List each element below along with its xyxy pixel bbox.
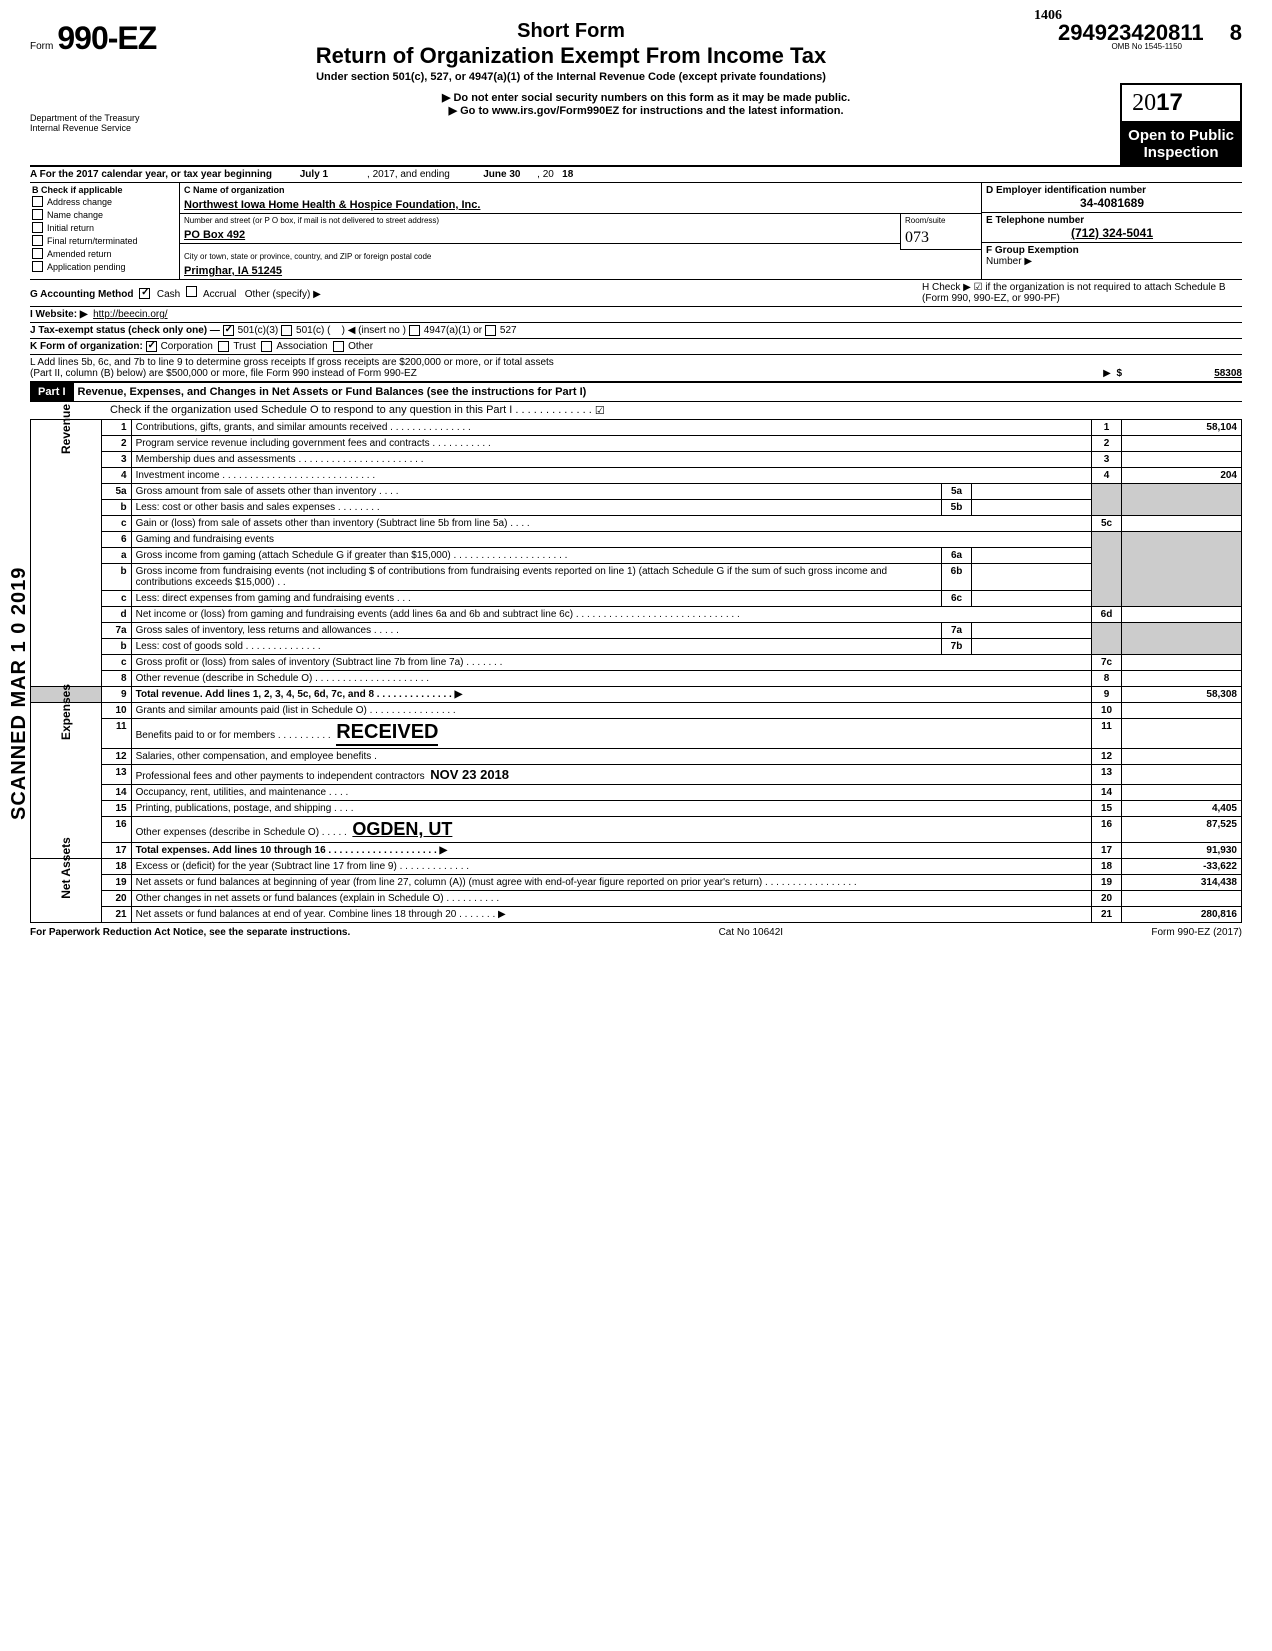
short-form-title: Short Form	[180, 20, 962, 43]
checkbox-accrual[interactable]	[186, 286, 197, 297]
section-d-label: D Employer identification number	[986, 185, 1146, 196]
checkbox-501c[interactable]	[281, 325, 292, 336]
checkbox-address-change[interactable]	[32, 196, 43, 207]
room-handwritten: 073	[901, 227, 981, 250]
line-18-value: -33,622	[1122, 859, 1242, 875]
received-stamp: RECEIVED	[336, 721, 438, 746]
ein: 34-4081689	[986, 196, 1238, 210]
section-b-label: B Check if applicable	[32, 185, 123, 195]
section-l-line2: (Part II, column (B) below) are $500,000…	[30, 368, 1103, 379]
phone: (712) 324-5041	[986, 226, 1238, 240]
checkbox-final-return[interactable]	[32, 235, 43, 246]
section-c-label: C Name of organization	[184, 185, 285, 195]
instructions-url: ▶ Go to www.irs.gov/Form990EZ for instru…	[180, 104, 1112, 117]
line-9-value: 58,308	[1122, 687, 1242, 703]
schedule-o-check-text: Check if the organization used Schedule …	[110, 404, 592, 417]
arrow-icon: ▶	[1103, 368, 1111, 379]
cat-no: Cat No 10642I	[719, 927, 784, 938]
checkbox-4947[interactable]	[409, 325, 420, 336]
line-1-value: 58,104	[1122, 420, 1242, 436]
section-j-label: J Tax-exempt status (check only one) —	[30, 325, 220, 336]
ssn-warning: ▶ Do not enter social security numbers o…	[180, 91, 1112, 104]
scanned-stamp: SCANNED MAR 1 0 2019	[8, 567, 31, 820]
po-box: PO Box 492	[184, 229, 245, 241]
dln-suffix: 8	[1230, 20, 1242, 45]
room-label: Room/suite	[901, 214, 981, 227]
paperwork-notice: For Paperwork Reduction Act Notice, see …	[30, 927, 350, 938]
city-state-zip: Primghar, IA 51245	[184, 265, 282, 277]
checkbox-501c3[interactable]	[223, 325, 234, 336]
line-15-value: 4,405	[1122, 801, 1242, 817]
section-k-label: K Form of organization:	[30, 341, 143, 352]
form-ref: Form 990-EZ (2017)	[1151, 927, 1242, 938]
schedule-o-checked[interactable]: ☑	[595, 404, 605, 417]
handwritten-note: 1406	[1034, 8, 1062, 24]
section-e-label: E Telephone number	[986, 215, 1084, 226]
received-date: NOV 23 2018	[430, 767, 509, 782]
line-19-value: 314,438	[1122, 875, 1242, 891]
website: http://beecin.org/	[93, 309, 168, 320]
main-title: Return of Organization Exempt From Incom…	[180, 43, 962, 69]
row-a-tax-year: A For the 2017 calendar year, or tax yea…	[30, 167, 1242, 183]
form-header: Form 990-EZ Short Form Return of Organiz…	[30, 20, 1242, 83]
part-1-table: Revenue 1 Contributions, gifts, grants, …	[30, 419, 1242, 923]
page-footer: For Paperwork Reduction Act Notice, see …	[30, 923, 1242, 938]
checkbox-cash[interactable]	[139, 288, 150, 299]
part-1-title: Revenue, Expenses, and Changes in Net As…	[74, 383, 591, 401]
checkbox-other-org[interactable]	[333, 341, 344, 352]
addr-label: Number and street (or P O box, if mail i…	[180, 214, 900, 227]
irs-label: Internal Revenue Service	[30, 123, 180, 133]
net-assets-label: Net Assets	[59, 837, 73, 899]
checkbox-app-pending[interactable]	[32, 261, 43, 272]
expenses-label: Expenses	[59, 681, 73, 743]
section-f-number: Number ▶	[986, 256, 1032, 267]
section-g-label: G Accounting Method	[30, 289, 134, 300]
checkbox-assoc[interactable]	[261, 341, 272, 352]
open-to-public: Open to Public Inspection	[1120, 123, 1242, 165]
line-4-value: 204	[1122, 468, 1242, 484]
checkbox-trust[interactable]	[218, 341, 229, 352]
gross-receipts: 58308	[1122, 368, 1242, 379]
ogden-stamp: OGDEN, UT	[352, 819, 452, 839]
city-label: City or town, state or province, country…	[180, 250, 981, 263]
checkbox-corp[interactable]	[146, 341, 157, 352]
dept-treasury: Department of the Treasury	[30, 113, 180, 123]
form-number: 990-EZ	[57, 20, 156, 57]
line-17-value: 91,930	[1122, 843, 1242, 859]
section-f-label: F Group Exemption	[986, 245, 1079, 256]
checkbox-initial-return[interactable]	[32, 222, 43, 233]
tax-year: 2017	[1120, 83, 1242, 123]
section-i-label: I Website: ▶	[30, 309, 88, 320]
checkbox-527[interactable]	[485, 325, 496, 336]
subtitle: Under section 501(c), 527, or 4947(a)(1)…	[180, 71, 962, 83]
org-name: Northwest Iowa Home Health & Hospice Fou…	[180, 197, 981, 214]
revenue-label: Revenue	[59, 398, 73, 460]
section-l-line1: L Add lines 5b, 6c, and 7b to line 9 to …	[30, 357, 1242, 368]
line-21-value: 280,816	[1122, 907, 1242, 923]
section-h: H Check ▶ ☑ if the organization is not r…	[922, 282, 1242, 304]
line-16-value: 87,525	[1122, 817, 1242, 843]
form-word: Form	[30, 41, 53, 52]
checkbox-amended[interactable]	[32, 248, 43, 259]
checkbox-name-change[interactable]	[32, 209, 43, 220]
